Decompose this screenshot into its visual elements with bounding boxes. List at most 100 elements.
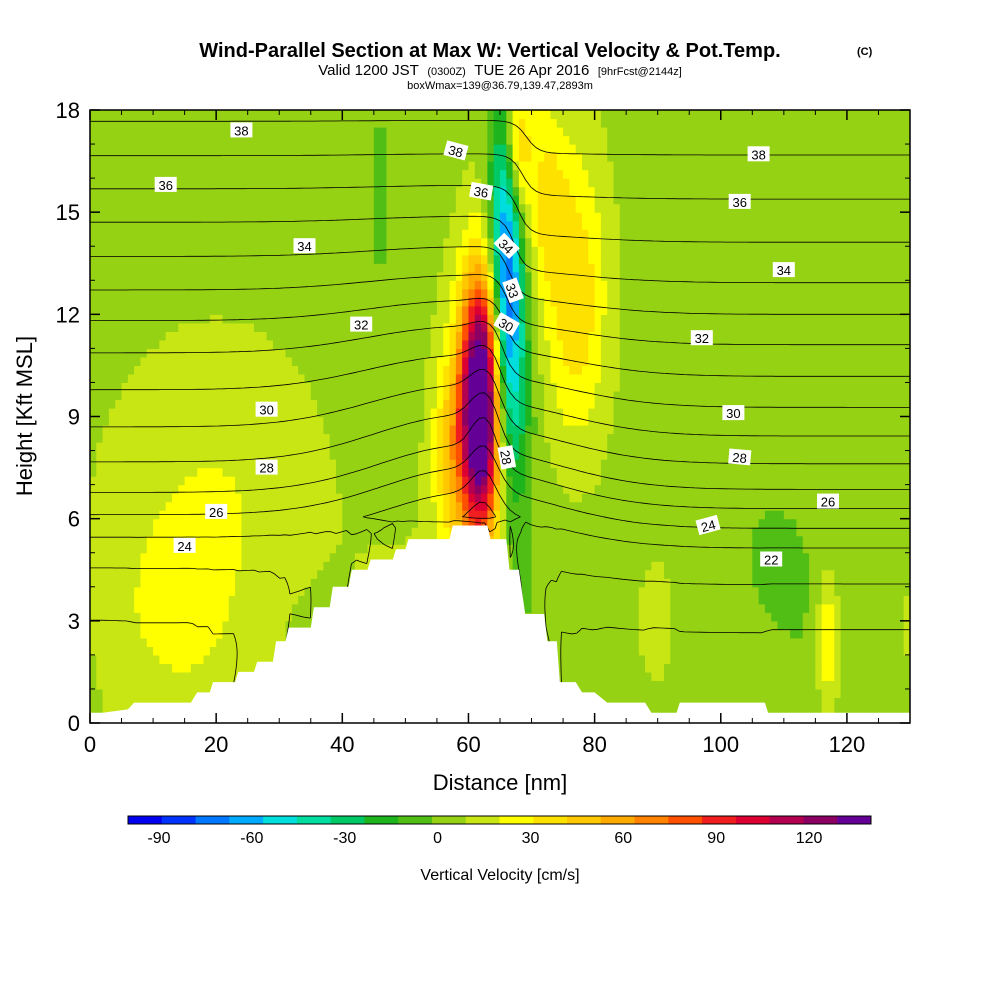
field-cell xyxy=(140,654,148,664)
field-cell xyxy=(159,493,167,503)
field-cell xyxy=(474,161,482,171)
field-cell xyxy=(272,510,280,520)
field-cell xyxy=(203,535,211,545)
field-cell xyxy=(254,144,261,154)
field-cell xyxy=(96,450,104,460)
field-cell xyxy=(329,382,337,392)
field-cell xyxy=(165,212,173,222)
field-cell xyxy=(367,195,375,205)
field-cell xyxy=(247,595,255,605)
field-cell xyxy=(373,535,381,545)
field-cell xyxy=(329,271,337,281)
field-cell xyxy=(317,144,324,154)
field-cell xyxy=(474,203,482,213)
field-cell xyxy=(172,127,179,137)
field-cell xyxy=(197,399,205,409)
field-cell xyxy=(418,399,425,409)
field-cell xyxy=(115,688,123,699)
field-cell xyxy=(474,305,482,315)
field-cell xyxy=(235,612,242,622)
field-cell xyxy=(430,390,438,401)
field-cell xyxy=(317,450,324,460)
field-cell xyxy=(310,178,318,188)
field-cell xyxy=(172,203,179,213)
field-cell xyxy=(298,152,306,162)
field-cell xyxy=(487,416,495,426)
field-cell xyxy=(310,195,318,205)
field-cell xyxy=(90,220,97,230)
field-cell xyxy=(222,348,230,358)
field-cell xyxy=(228,135,236,145)
field-cell xyxy=(115,314,123,324)
field-cell xyxy=(146,297,154,307)
field-cell xyxy=(380,373,388,384)
field-cell xyxy=(134,425,142,435)
field-cell xyxy=(184,186,192,196)
field-cell xyxy=(506,186,514,196)
field-cell xyxy=(474,373,482,384)
field-cell xyxy=(115,569,123,579)
field-cell xyxy=(146,263,154,273)
field-cell xyxy=(172,603,179,613)
field-cell xyxy=(518,356,526,367)
field-cell xyxy=(317,407,324,418)
field-cell xyxy=(172,135,179,145)
field-cell xyxy=(329,484,337,494)
field-cell xyxy=(146,586,154,596)
field-cell xyxy=(247,578,255,588)
field-cell xyxy=(203,127,211,137)
field-cell xyxy=(462,356,470,367)
field-cell xyxy=(310,467,318,477)
field-cell xyxy=(266,586,274,596)
field-cell xyxy=(108,178,116,188)
field-cell xyxy=(405,229,413,239)
field-cell xyxy=(216,280,224,290)
field-cell xyxy=(279,144,287,154)
field-cell xyxy=(329,373,337,384)
field-cell xyxy=(323,450,331,460)
field-cell xyxy=(184,654,192,664)
field-cell xyxy=(235,229,242,239)
field-cell xyxy=(178,237,186,247)
field-cell xyxy=(190,195,198,205)
field-cell xyxy=(90,612,97,622)
field-cell xyxy=(235,322,242,332)
field-cell xyxy=(115,612,123,622)
field-cell xyxy=(481,390,488,401)
field-cell xyxy=(418,510,425,520)
field-cell xyxy=(348,518,356,528)
field-cell xyxy=(172,331,179,341)
field-cell xyxy=(411,195,419,205)
field-cell xyxy=(342,348,350,358)
field-cell xyxy=(121,365,129,375)
field-cell xyxy=(310,425,318,435)
field-cell xyxy=(140,450,148,460)
field-cell xyxy=(127,373,135,384)
field-cell xyxy=(291,161,299,171)
field-cell xyxy=(418,254,425,264)
field-cell xyxy=(254,212,261,222)
field-cell xyxy=(90,569,97,579)
field-cell xyxy=(165,501,173,511)
field-cell xyxy=(178,297,186,307)
field-cell xyxy=(285,280,293,290)
field-cell xyxy=(172,595,179,605)
field-cell xyxy=(512,186,520,196)
field-cell xyxy=(216,314,224,324)
field-cell xyxy=(373,127,381,137)
field-cell xyxy=(361,127,369,137)
field-cell xyxy=(354,288,362,298)
field-cell xyxy=(127,467,135,477)
field-cell xyxy=(146,203,154,213)
field-cell xyxy=(411,135,419,145)
field-cell xyxy=(386,297,394,307)
field-cell xyxy=(323,569,331,579)
field-cell xyxy=(455,510,463,520)
field-cell xyxy=(172,561,179,571)
field-cell xyxy=(285,339,293,349)
field-cell xyxy=(90,646,97,656)
field-cell xyxy=(380,144,388,154)
field-cell xyxy=(115,518,123,528)
field-cell xyxy=(298,493,306,503)
field-cell xyxy=(121,237,129,247)
